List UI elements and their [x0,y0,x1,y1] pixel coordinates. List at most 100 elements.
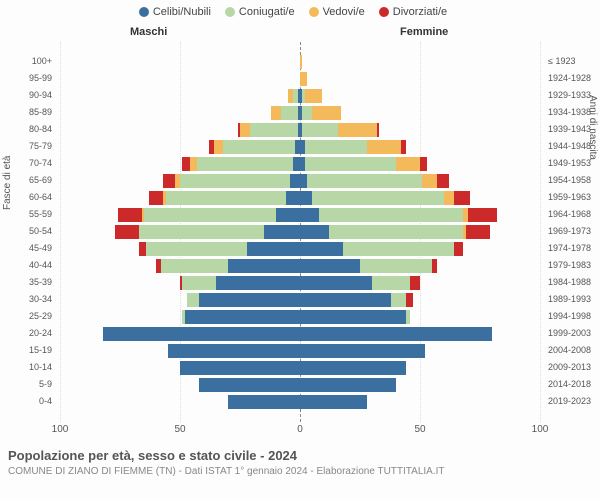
age-label: 30-34 [29,295,52,304]
birth-year-label: 2019-2023 [548,397,591,406]
seg [300,55,302,69]
age-label: 55-59 [29,210,52,219]
legend-label: Coniugati/e [239,6,295,18]
seg [391,293,405,307]
seg [293,157,300,171]
legend-label: Celibi/Nubili [153,6,211,18]
pyramid-row [60,55,540,69]
age-label: 0-4 [39,397,52,406]
birth-year-label: 2014-2018 [548,380,591,389]
birth-year-label: 1984-1988 [548,278,591,287]
pyramid-chart: Celibi/Nubili Coniugati/e Vedovi/e Divorzia… [0,0,600,500]
seg [281,106,298,120]
bar-female [300,191,470,205]
x-axis: 10050050100 [60,424,540,438]
seg [468,208,497,222]
header-male: Maschi [130,26,167,38]
legend-swatch [379,7,389,17]
seg [300,327,492,341]
pyramid-row [60,191,540,205]
bar-female [300,89,322,103]
legend-label: Vedovi/e [323,6,365,18]
seg [319,208,463,222]
birth-year-label: 1994-1998 [548,312,591,321]
bar-female [300,344,425,358]
legend-swatch [139,7,149,17]
seg [454,191,471,205]
bar-female [300,395,367,409]
seg [367,140,401,154]
seg [185,310,300,324]
bar-female [300,140,406,154]
bar-female [300,276,420,290]
bar-female [300,106,341,120]
seg [444,191,454,205]
seg [302,106,312,120]
seg [305,157,396,171]
seg [300,259,360,273]
bar-male [182,310,300,324]
seg [103,327,300,341]
bar-male [118,208,300,222]
seg [115,225,139,239]
seg [250,123,298,137]
birth-year-label: 1944-1948 [548,142,591,151]
bar-female [300,174,449,188]
bar-male [228,395,300,409]
seg [466,225,490,239]
seg [401,140,406,154]
seg [199,378,300,392]
seg [300,344,425,358]
header-female: Femmine [400,26,448,38]
bar-female [300,327,492,341]
age-label: 70-74 [29,159,52,168]
seg [240,123,250,137]
pyramid-row [60,293,540,307]
bar-male [187,293,300,307]
bar-female [300,242,463,256]
seg [432,259,437,273]
seg [329,225,463,239]
y-axis-left: 100+95-9990-9485-8980-8475-7970-7465-696… [0,42,56,422]
age-label: 90-94 [29,91,52,100]
age-label: 10-14 [29,363,52,372]
seg [276,208,300,222]
seg [302,123,338,137]
seg [197,157,293,171]
pyramid-row [60,208,540,222]
bar-female [300,157,427,171]
pyramid-row [60,225,540,239]
bar-male [288,89,300,103]
seg [247,242,300,256]
birth-year-label: 2004-2008 [548,346,591,355]
seg [372,276,410,290]
bar-male [199,378,300,392]
age-label: 80-84 [29,125,52,134]
x-tick-label: 50 [174,424,185,435]
seg [139,225,264,239]
seg [290,174,300,188]
seg [300,293,391,307]
seg [300,191,312,205]
age-label: 75-79 [29,142,52,151]
x-tick-label: 50 [414,424,425,435]
seg [420,157,427,171]
age-label: 20-24 [29,329,52,338]
seg [300,225,329,239]
seg [396,157,420,171]
birth-year-label: ≤ 1923 [548,57,575,66]
pyramid-row [60,327,540,341]
seg [422,174,436,188]
seg [300,276,372,290]
age-label: 100+ [32,57,52,66]
seg [139,242,146,256]
x-tick-label: 100 [532,424,549,435]
seg [180,174,290,188]
seg [300,310,406,324]
legend: Celibi/Nubili Coniugati/e Vedovi/e Divorzia… [0,6,600,18]
pyramid-row [60,361,540,375]
legend-label: Divorziati/e [393,6,447,18]
seg [161,259,228,273]
seg [190,157,197,171]
bar-female [300,378,396,392]
